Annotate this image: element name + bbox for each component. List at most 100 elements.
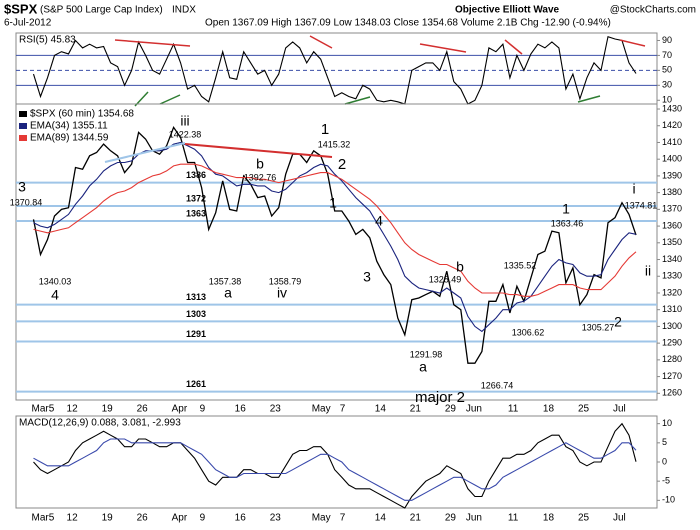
legend-label: EMA(34) 1355.11 bbox=[30, 121, 108, 132]
exchange: INDX bbox=[172, 5, 196, 16]
y-tick-label: 1280 bbox=[662, 354, 682, 364]
x-tick-label: 16 bbox=[235, 513, 247, 524]
trend-line bbox=[504, 39, 523, 55]
x-tick-label: 9 bbox=[200, 513, 206, 524]
legend-label: EMA(89) 1344.59 bbox=[30, 133, 109, 144]
x-tick-label: 9 bbox=[200, 404, 206, 415]
annotation: 3 bbox=[18, 179, 26, 195]
series-line bbox=[33, 438, 637, 501]
annotation: 1357.38 bbox=[209, 276, 242, 286]
y-tick-label: 1410 bbox=[662, 137, 682, 147]
annotation: 1266.74 bbox=[481, 380, 514, 390]
annotation: 1 bbox=[329, 195, 337, 211]
annotation: 2 bbox=[614, 314, 622, 330]
x-tick-label: Mar5 bbox=[32, 513, 55, 524]
x-tick-label: 26 bbox=[137, 513, 149, 524]
y-tick-label: 10 bbox=[662, 418, 672, 428]
annotation: 4 bbox=[375, 213, 383, 229]
series-line bbox=[33, 163, 637, 297]
symbol: $SPX bbox=[4, 1, 38, 16]
x-tick-label: 14 bbox=[375, 404, 387, 415]
x-tick-label: 29 bbox=[445, 513, 457, 524]
trend-line bbox=[309, 35, 333, 49]
annotation: 1422.38 bbox=[169, 129, 202, 139]
x-tick-label: 29 bbox=[445, 404, 457, 415]
annotation: 1305.27 bbox=[582, 322, 615, 332]
annotation: iii bbox=[180, 113, 189, 129]
x-tick-label: Jun bbox=[466, 404, 482, 415]
x-tick-label: 16 bbox=[235, 404, 247, 415]
x-tick-label: 14 bbox=[375, 513, 387, 524]
y-tick-label: 1390 bbox=[662, 170, 682, 180]
trend-line bbox=[104, 142, 186, 163]
trend-line bbox=[114, 39, 191, 47]
trend-line bbox=[159, 94, 181, 105]
annotation: i bbox=[632, 181, 635, 197]
annotation: 2 bbox=[338, 156, 346, 173]
annotation: b bbox=[456, 259, 464, 275]
x-tick-label: Jul bbox=[613, 513, 626, 524]
annotation: 1306.62 bbox=[512, 327, 545, 337]
legend-label: $SPX (60 min) 1354.68 bbox=[30, 109, 134, 120]
x-tick-label: 19 bbox=[102, 404, 114, 415]
x-tick-label: 11 bbox=[508, 404, 519, 415]
series-line bbox=[32, 35, 637, 105]
x-tick-label: 25 bbox=[578, 513, 590, 524]
source: @StockCharts.com bbox=[610, 5, 696, 16]
y-tick-label: 1400 bbox=[662, 154, 682, 164]
x-tick-label: 12 bbox=[67, 513, 79, 524]
annotation: 4 bbox=[51, 287, 59, 303]
panel bbox=[15, 103, 658, 401]
annotation: ii bbox=[645, 263, 651, 279]
x-tick-label: 25 bbox=[578, 404, 590, 415]
x-tick-label: 21 bbox=[410, 513, 422, 524]
level-label: 1363 bbox=[186, 208, 206, 218]
series-line bbox=[32, 126, 637, 364]
y-tick-label: 10 bbox=[662, 95, 672, 105]
annotation: 1415.32 bbox=[318, 139, 351, 149]
y-tick-label: 1420 bbox=[662, 120, 682, 130]
x-tick-label: 7 bbox=[340, 404, 346, 415]
level-label: 1261 bbox=[186, 379, 206, 389]
y-tick-label: 50 bbox=[662, 65, 672, 75]
annotation: 1 bbox=[321, 121, 329, 138]
level-label: 1372 bbox=[186, 193, 206, 203]
y-tick-label: 1350 bbox=[662, 237, 682, 247]
x-tick-label: 18 bbox=[543, 513, 555, 524]
annotation: a bbox=[224, 285, 232, 301]
x-tick-label: 23 bbox=[270, 513, 282, 524]
author: Objective Elliott Wave bbox=[455, 5, 560, 16]
y-tick-label: 0 bbox=[662, 456, 667, 466]
panel-title: MACD(12,26,9) 0.088, 3.081, -2.993 bbox=[19, 418, 181, 429]
annotation: b bbox=[256, 156, 264, 172]
y-tick-label: 1320 bbox=[662, 287, 682, 297]
legend-swatch bbox=[19, 111, 27, 117]
y-tick-label: 1260 bbox=[662, 388, 682, 398]
annotation: 1363.46 bbox=[551, 218, 584, 228]
y-tick-label: 1290 bbox=[662, 338, 682, 348]
x-tick-label: 7 bbox=[340, 513, 346, 524]
trend-line bbox=[577, 95, 601, 103]
y-tick-label: -10 bbox=[662, 495, 675, 505]
y-tick-label: 1430 bbox=[662, 103, 682, 113]
annotation: 1335.52 bbox=[504, 260, 537, 270]
trend-line bbox=[619, 39, 646, 47]
annotation: 1340.03 bbox=[39, 276, 72, 286]
x-tick-label: May bbox=[312, 404, 331, 415]
y-tick-label: 1360 bbox=[662, 220, 682, 230]
annotation: 1358.79 bbox=[269, 276, 302, 286]
series-line bbox=[33, 141, 637, 333]
annotation: 1 bbox=[562, 201, 570, 217]
panel-title: RSI(5) 45.83 bbox=[19, 35, 76, 46]
legend-swatch bbox=[19, 123, 27, 129]
level-label: 1386 bbox=[186, 170, 206, 180]
x-tick-label: 12 bbox=[67, 404, 79, 415]
trend-line bbox=[419, 43, 467, 53]
x-tick-label: 26 bbox=[137, 404, 149, 415]
y-tick-label: 1270 bbox=[662, 371, 682, 381]
y-tick-label: 1370 bbox=[662, 204, 682, 214]
x-tick-label: Apr bbox=[172, 404, 188, 415]
trend-line bbox=[184, 143, 333, 158]
